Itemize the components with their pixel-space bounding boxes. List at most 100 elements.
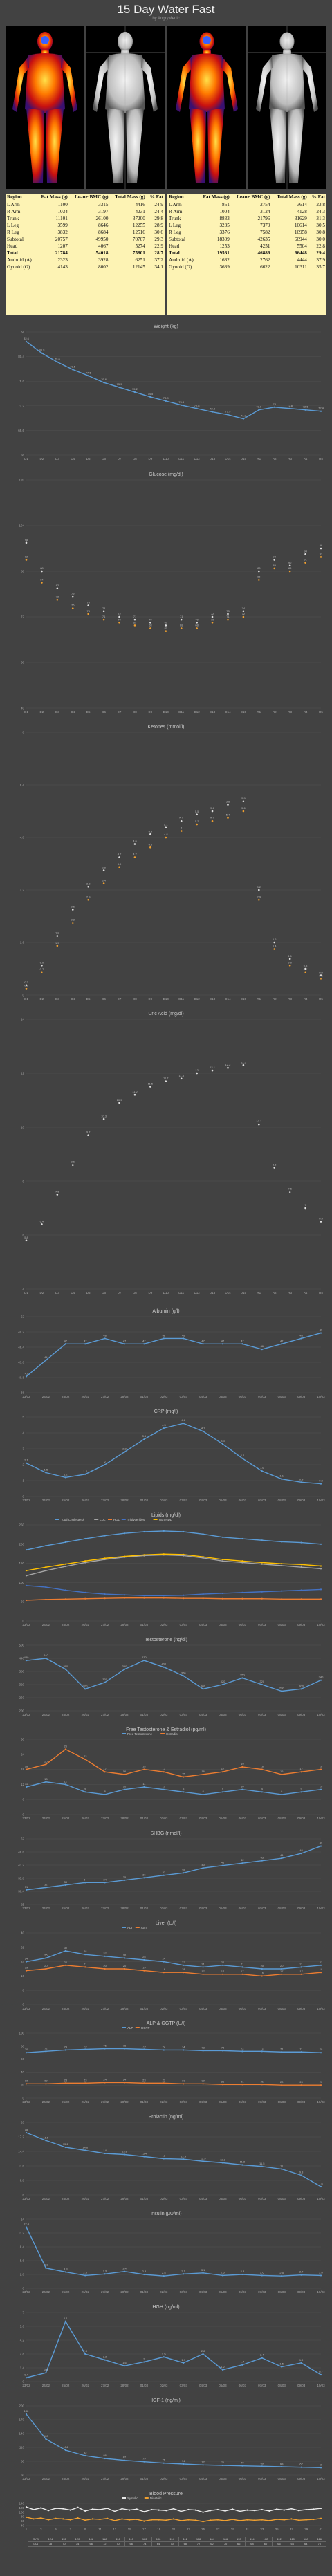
x-tick-label: 23/02 — [22, 2100, 30, 2104]
data-point — [320, 1679, 322, 1681]
table-cell: Total — [7, 250, 18, 256]
data-point — [103, 382, 105, 384]
data-point — [64, 1884, 66, 1886]
y-tick-label: 88 — [21, 570, 25, 573]
chart-2: Ketones (mmol/l) 0 1.6 3.2 4.8 6.4 8 D1 D2 D3 D4 D5… — [6, 723, 326, 1006]
y-tick-label: 8 — [22, 731, 24, 734]
x-tick-label: D10 — [163, 1291, 169, 1295]
chart-title: Blood Pressure — [149, 2492, 183, 2496]
data-point — [149, 621, 151, 624]
x-tick-label: 28/02 — [120, 2477, 129, 2481]
x-tick-label: 09/03 — [297, 1623, 306, 1627]
data-point — [84, 2082, 86, 2084]
bp-cell: DIA — [28, 2541, 44, 2547]
data-point — [25, 2516, 28, 2518]
y-tick-label: 260 — [19, 1696, 24, 1700]
y-tick-label: 50 — [21, 1600, 25, 1604]
x-tick-label: 10/03 — [317, 2477, 325, 2481]
data-point — [304, 967, 306, 970]
data-point — [87, 613, 89, 615]
data-label: 1.5 — [44, 1468, 48, 1472]
data-point — [104, 2359, 106, 2361]
data-point — [55, 2517, 57, 2519]
x-tick-label: 04/03 — [199, 2197, 208, 2200]
x-tick-label: D5 — [86, 997, 91, 1001]
x-tick-label: R3 — [288, 710, 292, 714]
data-label: 36 — [142, 1873, 146, 1876]
x-tick-label: 25/02 — [62, 2007, 70, 2010]
data-label: 19 — [241, 1762, 244, 1766]
x-tick-label: 05/03 — [219, 2384, 227, 2387]
x-tick-label: 10/03 — [317, 2197, 325, 2200]
data-point — [143, 1343, 145, 1345]
data-point — [261, 2050, 263, 2053]
table-cell: 1100 — [57, 202, 68, 207]
data-point — [25, 1584, 28, 1586]
data-label: 18 — [163, 1967, 166, 1971]
data-point — [107, 2507, 109, 2510]
data-point — [149, 396, 151, 398]
y-tick-label: 14 — [21, 2218, 25, 2221]
table-cell: 1682 — [219, 257, 230, 263]
data-label: 300 — [299, 1684, 304, 1687]
table-cell: 4251 — [260, 243, 270, 249]
data-label: 9 — [84, 1787, 86, 1790]
y-tick-label: 12 — [21, 1783, 25, 1786]
data-point — [196, 621, 198, 624]
x-tick-label: D4 — [71, 1291, 75, 1295]
data-label: 390 — [63, 1665, 68, 1668]
data-label: 300 — [201, 1684, 205, 1687]
data-point — [261, 1860, 263, 1862]
data-label: 430 — [24, 1656, 29, 1659]
y-tick-label: 11.6 — [19, 2165, 25, 2168]
data-point — [45, 1359, 47, 1361]
y-tick-label: 8 — [22, 1180, 24, 1183]
data-point — [84, 2274, 86, 2277]
data-label: 48 — [299, 1333, 303, 1337]
data-point — [242, 810, 245, 813]
data-point — [241, 1597, 243, 1600]
table-cell: Gynoid (G) — [169, 264, 192, 270]
data-label: 1.1 — [288, 954, 292, 958]
x-tick-label: 23/02 — [22, 1499, 30, 1502]
data-point — [69, 2519, 71, 2521]
table-cell: 24.4 — [154, 209, 163, 214]
x-tick-label: D6 — [102, 1291, 106, 1295]
y-tick-label: 46.4 — [18, 1346, 24, 1349]
x-tick-label: 29 — [231, 2528, 235, 2531]
bp-cell: 118 — [191, 2537, 206, 2542]
y-tick-label: 0 — [22, 2097, 24, 2100]
data-point — [304, 1207, 306, 1210]
table-cell: 75801 — [132, 250, 145, 256]
data-point — [133, 618, 136, 621]
table-cell: 6251 — [135, 257, 145, 263]
x-tick-label: 25/02 — [62, 2477, 70, 2481]
data-point — [87, 885, 89, 888]
x-tick-label: 23/02 — [22, 1623, 30, 1627]
y-tick-label: 140 — [19, 2502, 24, 2505]
scan-after-grey — [248, 26, 326, 189]
data-label: 18 — [261, 1765, 264, 1768]
data-point — [64, 1541, 66, 1544]
data-label: 300 — [83, 1684, 88, 1687]
x-tick-label: 35 — [275, 2528, 279, 2531]
data-label: 74 — [64, 2045, 68, 2048]
y-tick-label: 43.6 — [18, 1361, 24, 1364]
x-tick-label: 23/02 — [22, 1713, 30, 1716]
data-point — [163, 1771, 165, 1773]
data-label: 73 — [273, 402, 277, 406]
data-label: 18 — [182, 1967, 185, 1971]
table-header: Fat Mass (g) — [198, 194, 231, 201]
data-label: 22 — [221, 1961, 225, 1964]
table-cell: 5504 — [297, 243, 307, 249]
data-point — [25, 2226, 28, 2228]
data-point — [211, 621, 214, 624]
data-point — [84, 1791, 86, 1793]
data-point — [25, 988, 28, 990]
y-tick-label: 0 — [22, 1620, 24, 1623]
data-label: 1.9 — [181, 2358, 185, 2362]
x-tick-label: R5 — [319, 997, 323, 1001]
data-label: 22 — [182, 1961, 185, 1964]
table-cell: 31629 — [294, 216, 307, 221]
